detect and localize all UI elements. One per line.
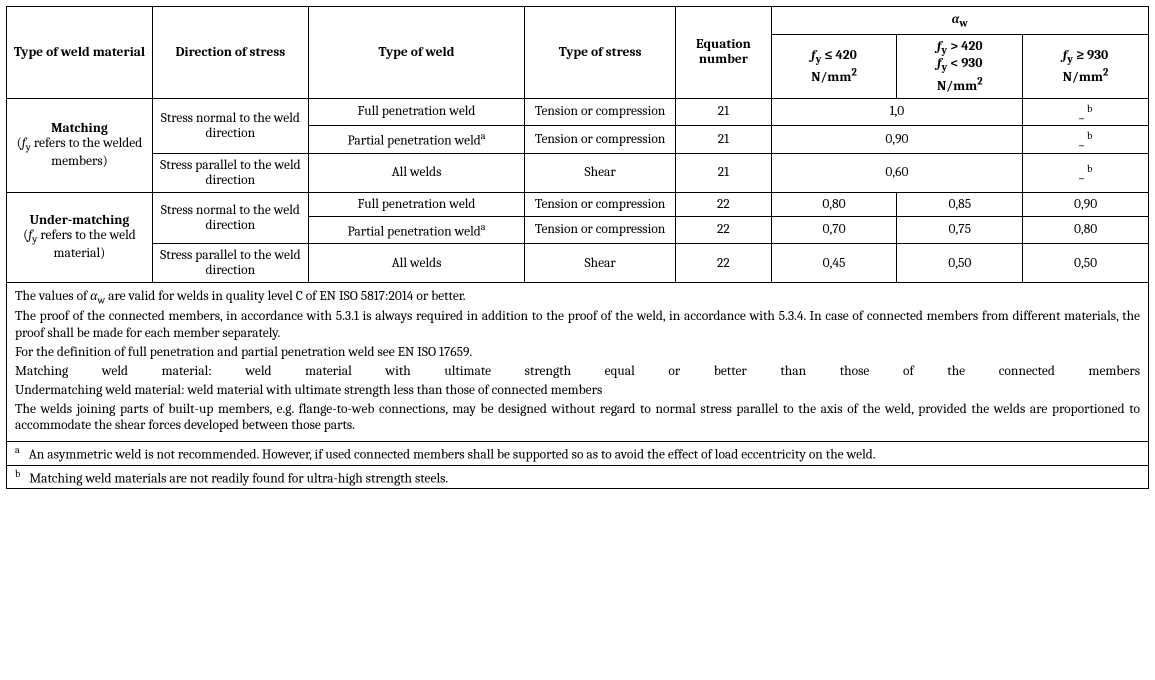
- footnote-row-a: a An asymmetric weld is not recommended.…: [7, 442, 1149, 466]
- hdr-material: Type of weld material: [7, 7, 153, 99]
- alpha-value: 0,70: [771, 216, 897, 244]
- hdr-weld-type: Type of weld: [308, 7, 524, 99]
- stress-shear: Shear: [525, 153, 676, 192]
- note-text: For the definition of full penetration a…: [15, 345, 1140, 362]
- footnote-text: An asymmetric weld is not recommended. H…: [29, 448, 876, 463]
- eq-num: 22: [676, 216, 772, 244]
- note-text: The proof of the connected members, in a…: [15, 309, 1140, 343]
- dir-parallel: Stress parallel to the weld direction: [152, 244, 308, 283]
- footnote-row-b: b Matching weld materials are not readil…: [7, 465, 1149, 489]
- alpha-value: 0,85: [897, 192, 1023, 216]
- footnote-b: b Matching weld materials are not readil…: [7, 465, 1149, 489]
- hdr-direction: Direction of stress: [152, 7, 308, 99]
- eq-num: 21: [676, 126, 772, 154]
- footnote-label: b: [15, 468, 20, 480]
- alpha-value: 1,0: [771, 98, 1023, 126]
- dir-parallel: Stress parallel to the weld direction: [152, 153, 308, 192]
- eq-num: 21: [676, 153, 772, 192]
- eq-num: 21: [676, 98, 772, 126]
- hdr-fy-ge-930: fy ≥ 930N/mm2: [1023, 34, 1149, 98]
- alpha-value: 0,50: [1023, 244, 1149, 283]
- hdr-stress-type: Type of stress: [525, 7, 676, 99]
- stress-tc: Tension or compression: [525, 192, 676, 216]
- hdr-eq-num: Equation number: [676, 7, 772, 99]
- note-text: Matching weld material: weld material wi…: [15, 364, 1140, 381]
- alpha-value: _ b: [1023, 126, 1149, 154]
- dir-normal: Stress normal to the weld direction: [152, 192, 308, 244]
- eq-num: 22: [676, 192, 772, 216]
- notes-cell: The values of αw are valid for welds in …: [7, 283, 1149, 442]
- alpha-value: _ b: [1023, 153, 1149, 192]
- alpha-value: 0,75: [897, 216, 1023, 244]
- weld-all: All welds: [308, 153, 524, 192]
- note-text: The welds joining parts of built-up memb…: [15, 402, 1140, 436]
- stress-shear: Shear: [525, 244, 676, 283]
- table-row: Stress parallel to the weld direction Al…: [7, 153, 1149, 192]
- alpha-value: _ b: [1023, 98, 1149, 126]
- weld-full: Full penetration weld: [308, 192, 524, 216]
- alpha-value: 0,80: [771, 192, 897, 216]
- weld-factors-table: Type of weld material Direction of stres…: [6, 6, 1149, 489]
- footnote-a: a An asymmetric weld is not recommended.…: [7, 442, 1149, 466]
- weld-partial: Partial penetration welda: [308, 126, 524, 154]
- table-row: Stress parallel to the weld direction Al…: [7, 244, 1149, 283]
- stress-tc: Tension or compression: [525, 98, 676, 126]
- header-row-1: Type of weld material Direction of stres…: [7, 7, 1149, 35]
- weld-all: All welds: [308, 244, 524, 283]
- footnote-label: a: [15, 444, 20, 456]
- stress-tc: Tension or compression: [525, 216, 676, 244]
- alpha-value: 0,45: [771, 244, 897, 283]
- weld-partial: Partial penetration welda: [308, 216, 524, 244]
- group-undermatching: Under-matching(fy refers to the weld mat…: [7, 192, 153, 283]
- group-matching: Matching(fy refers to the welded members…: [7, 98, 153, 192]
- alpha-value: 0,90: [1023, 192, 1149, 216]
- table-row: Under-matching(fy refers to the weld mat…: [7, 192, 1149, 216]
- table-row: Matching(fy refers to the welded members…: [7, 98, 1149, 126]
- notes-row: The values of αw are valid for welds in …: [7, 283, 1149, 442]
- weld-full: Full penetration weld: [308, 98, 524, 126]
- footnote-text: Matching weld materials are not readily …: [29, 471, 448, 486]
- note-text: Undermatching weld material: weld materi…: [15, 383, 1140, 400]
- alpha-value: 0,60: [771, 153, 1023, 192]
- eq-num: 22: [676, 244, 772, 283]
- dir-normal: Stress normal to the weld direction: [152, 98, 308, 153]
- alpha-value: 0,80: [1023, 216, 1149, 244]
- hdr-alpha-w: αw: [771, 7, 1148, 35]
- note-text: The values of αw are valid for welds in …: [15, 289, 1140, 307]
- alpha-value: 0,90: [771, 126, 1023, 154]
- hdr-fy-le-420: fy ≤ 420N/mm2: [771, 34, 897, 98]
- hdr-fy-420-930: fy > 420fy < 930N/mm2: [897, 34, 1023, 98]
- stress-tc: Tension or compression: [525, 126, 676, 154]
- alpha-value: 0,50: [897, 244, 1023, 283]
